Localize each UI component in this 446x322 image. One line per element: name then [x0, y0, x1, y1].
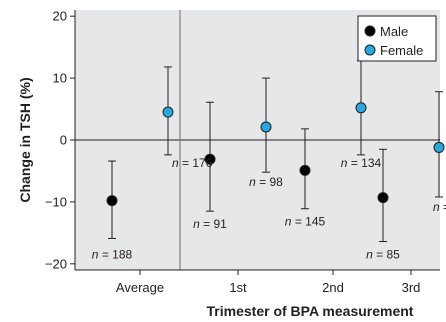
y-tick-label: 0: [60, 133, 67, 148]
y-tick-label: −10: [45, 194, 67, 209]
n-label-female-1st: n = 98: [249, 175, 283, 189]
point-male-3rd: [377, 192, 389, 204]
y-axis-title: Change in TSH (%): [17, 77, 33, 202]
point-female-3rd: [433, 141, 445, 153]
point-male-average: [106, 195, 118, 207]
n-label-male-3rd: n = 85: [366, 248, 400, 262]
legend: Male Female: [357, 15, 437, 62]
x-tick-label: 1st: [229, 280, 247, 295]
legend-female-marker: [364, 44, 376, 56]
legend-female-label: Female: [380, 43, 423, 58]
point-female-1st: [260, 121, 272, 133]
point-male-2nd: [299, 164, 311, 176]
n-label-female-average: n = 176: [172, 156, 213, 170]
n-labels: n = 188 n = 91 n = 145 n = 85 n = 176 n = 98 n…: [92, 156, 446, 262]
n-label-male-2nd: n = 145: [285, 215, 326, 229]
y-tick-label: 20: [53, 9, 67, 24]
y-tick-label: 10: [53, 71, 67, 86]
x-tick-label: 3rd: [402, 280, 421, 295]
y-tick-label: −20: [45, 256, 67, 271]
n-label-female-2nd: n = 134: [341, 156, 382, 170]
n-label-male-average: n = 188: [92, 247, 133, 261]
data-points: [106, 102, 445, 207]
legend-male-label: Male: [380, 24, 408, 39]
x-axis: Average 1st 2nd 3rd: [75, 269, 440, 295]
n-label-male-1st: n = 91: [193, 217, 227, 231]
legend-male-marker: [364, 25, 376, 37]
x-tick-label: 2nd: [322, 280, 344, 295]
x-axis-title: Trimester of BPA measurement: [207, 303, 414, 319]
point-female-2nd: [355, 102, 367, 114]
x-tick-label: Average: [116, 280, 164, 295]
point-female-average: [162, 106, 174, 118]
y-axis: −20 −10 0 10 20: [45, 9, 76, 271]
n-label-female-3rd: n = 74: [433, 200, 446, 214]
point-male-1st: [204, 153, 216, 165]
